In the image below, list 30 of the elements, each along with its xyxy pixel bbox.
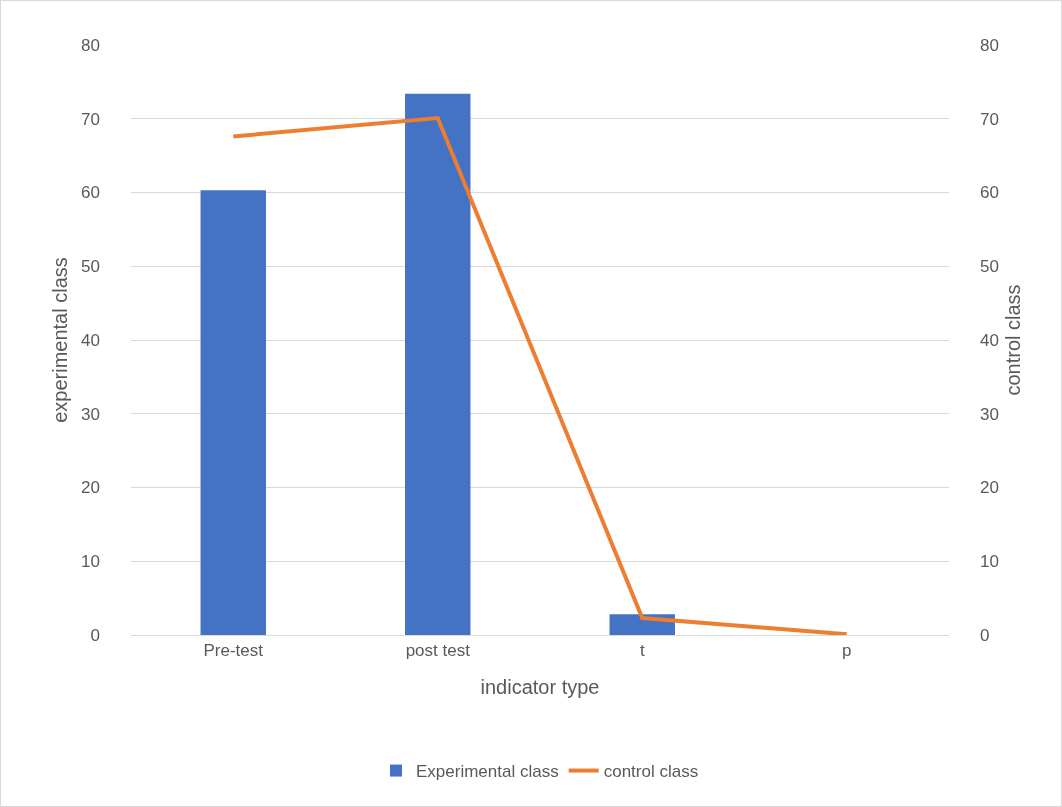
x-tick-label: p (842, 641, 852, 661)
x-tick-label: Pre-test (203, 641, 264, 661)
y-tick-label: 70 (81, 109, 100, 129)
y2-axis-title: control class (1002, 284, 1025, 396)
y-tick-label: 50 (81, 257, 100, 277)
line-series (231, 116, 849, 635)
y-tick-label: 10 (81, 552, 100, 572)
y2-tick-label: 40 (980, 330, 999, 350)
y-tick-label: 80 (81, 35, 100, 55)
legend-label: control class (603, 762, 699, 782)
legend-label: Experimental class (416, 762, 559, 782)
y-tick-label: 40 (81, 330, 100, 350)
y-tick-label: 20 (81, 478, 100, 498)
x-tick-label: post test (405, 641, 471, 661)
y2-tick-label: 60 (980, 183, 999, 203)
y2-tick-label: 20 (980, 478, 999, 498)
y-tick-label: 60 (81, 183, 100, 203)
y2-tick-label: 50 (980, 257, 999, 277)
bar (405, 93, 471, 635)
y-axis-title: experimental class (48, 257, 71, 423)
bar (200, 190, 266, 635)
x-tick-label: t (639, 641, 645, 661)
y-tick-label: 30 (81, 404, 100, 424)
x-axis-title: indicator type (480, 675, 600, 698)
y2-tick-label: 70 (980, 109, 999, 129)
y2-tick-label: 30 (980, 404, 999, 424)
y2-tick-label: 10 (980, 552, 999, 572)
y2-tick-label: 0 (980, 625, 990, 645)
y2-tick-label: 80 (980, 35, 999, 55)
y-tick-label: 0 (90, 625, 100, 645)
